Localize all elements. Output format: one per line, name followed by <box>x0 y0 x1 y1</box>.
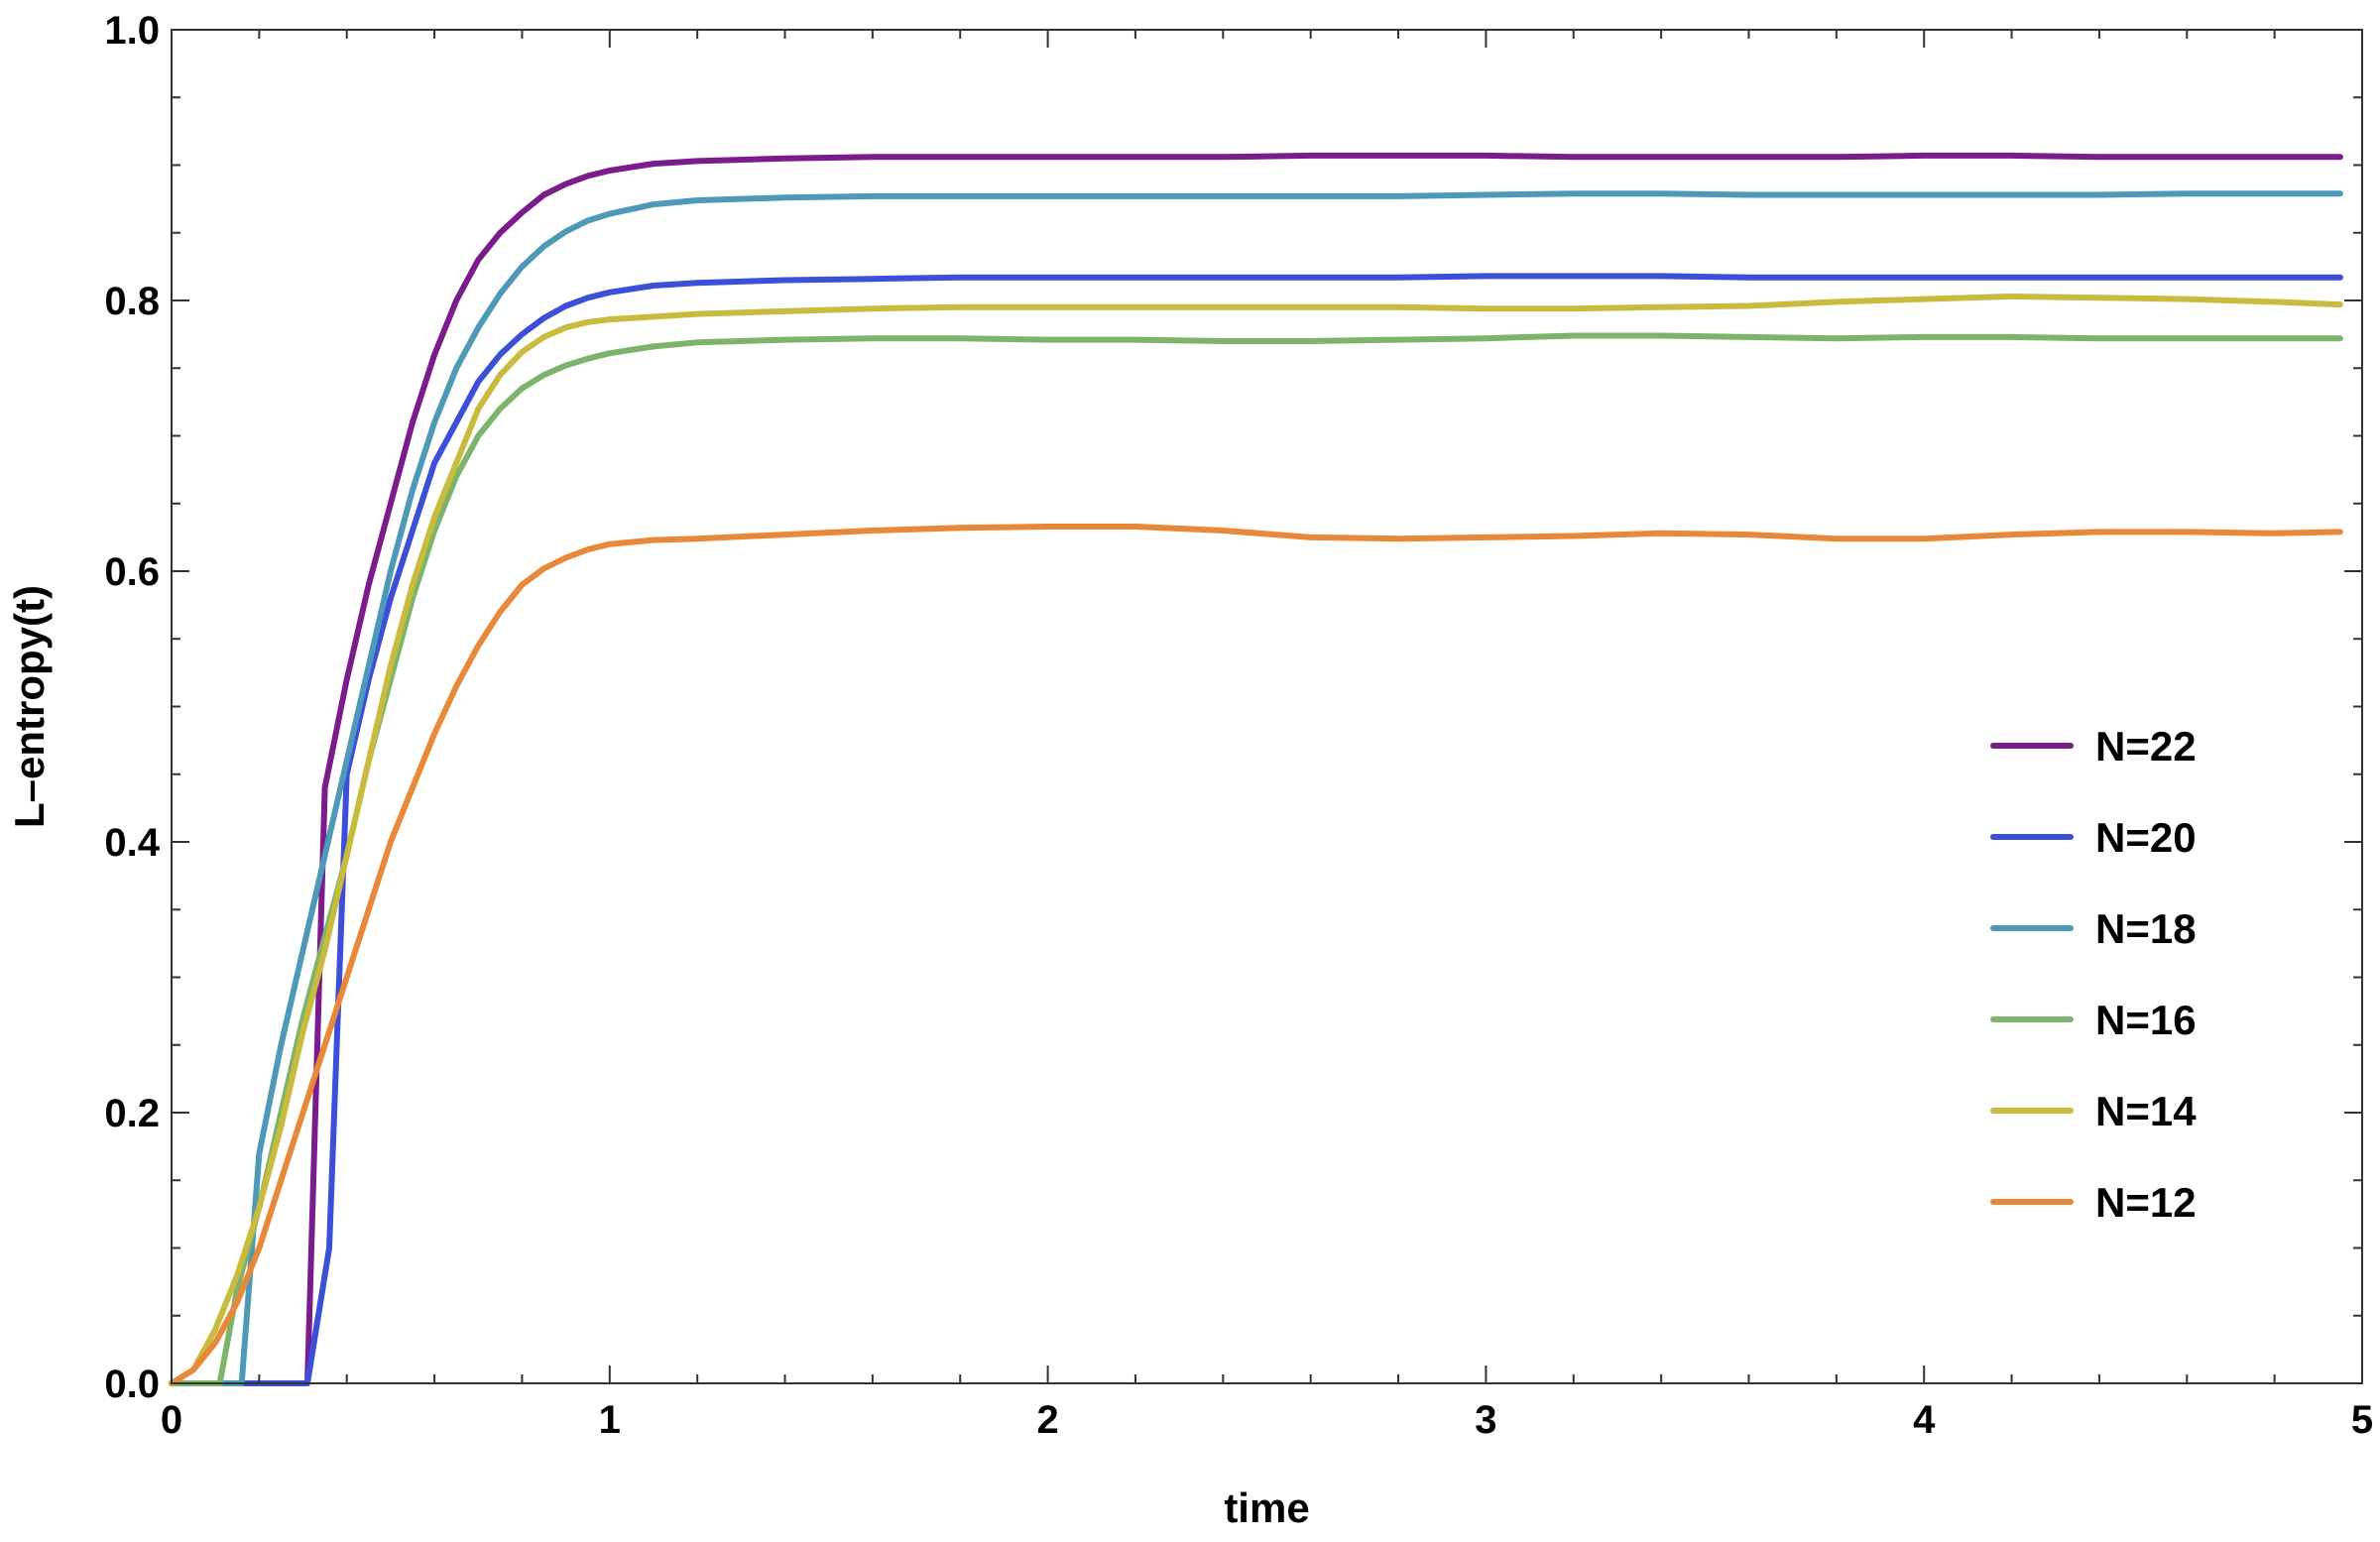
legend-label: N=14 <box>2095 1088 2197 1134</box>
legend-item: N=12 <box>1990 1179 2197 1226</box>
y-axis-title: L–entropy(t) <box>6 585 53 828</box>
y-tick-label: 0.0 <box>104 1363 160 1406</box>
series-line-n-20 <box>169 273 2343 1386</box>
legend-item: N=18 <box>1990 905 2197 952</box>
y-tick-label: 0.4 <box>104 821 160 865</box>
y-tick-label: 0.2 <box>104 1092 160 1135</box>
legend-label: N=12 <box>2095 1179 2197 1226</box>
x-axis-title: time <box>1224 1484 1309 1531</box>
series-line-n-16 <box>169 332 2343 1386</box>
x-tick-label: 5 <box>2351 1398 2373 1442</box>
legend-item: N=16 <box>1990 997 2197 1043</box>
y-tick-label: 1.0 <box>104 9 160 53</box>
x-tick-label: 2 <box>1036 1398 1058 1442</box>
legend: N=22 N=20 N=18 N=16 N=14 N=12 <box>1990 723 2197 1226</box>
legend-label: N=22 <box>2095 723 2197 770</box>
legend-item: N=22 <box>1990 723 2197 770</box>
series-layer <box>169 152 2343 1386</box>
x-tick-label: 1 <box>599 1398 621 1442</box>
x-tick-label: 3 <box>1475 1398 1496 1442</box>
ticks-layer: 0 1 2 3 4 5 0.0 0.2 0.4 0.6 0.8 1.0 <box>104 9 2373 1442</box>
x-tick-label: 4 <box>1913 1398 1936 1442</box>
legend-item: N=14 <box>1990 1088 2197 1134</box>
legend-label: N=16 <box>2095 997 2197 1043</box>
legend-label: N=18 <box>2095 905 2197 952</box>
y-tick-label: 0.8 <box>104 280 160 323</box>
legend-item: N=20 <box>1990 814 2197 861</box>
series-line-n-22 <box>169 152 2343 1386</box>
x-tick-label: 0 <box>161 1398 182 1442</box>
series-line-n-12 <box>169 524 2343 1386</box>
series-line-n-14 <box>169 293 2343 1386</box>
y-tick-label: 0.6 <box>104 550 160 594</box>
series-line-n-18 <box>169 190 2343 1386</box>
legend-label: N=20 <box>2095 814 2197 861</box>
